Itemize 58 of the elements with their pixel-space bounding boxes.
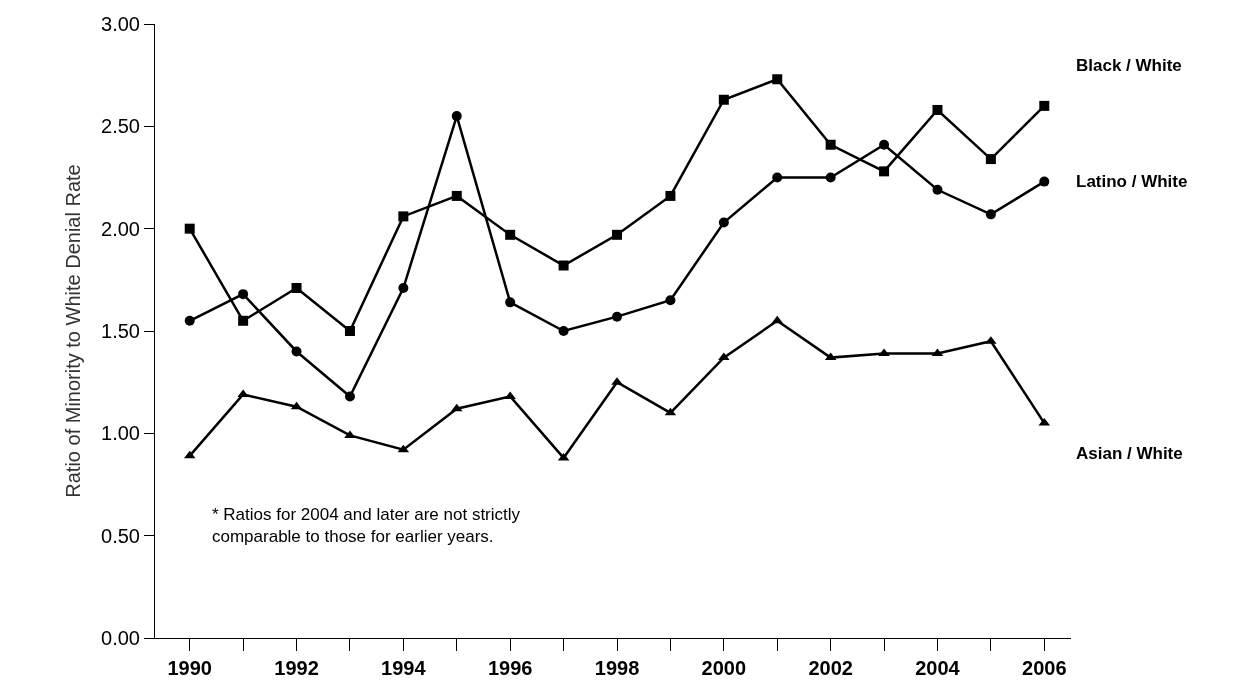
x-tick-label: 1998 xyxy=(594,657,640,679)
point xyxy=(612,311,623,322)
x-tick-label: 2002 xyxy=(808,657,853,679)
point xyxy=(398,211,409,222)
x-tick-label: 1996 xyxy=(487,657,533,679)
point xyxy=(985,209,996,220)
point xyxy=(718,352,730,361)
series-label: Asian / White xyxy=(1076,444,1183,463)
point xyxy=(291,346,302,357)
point xyxy=(291,283,302,294)
point xyxy=(772,172,783,183)
point xyxy=(932,184,943,195)
x-tick-label: 2000 xyxy=(701,657,747,679)
point xyxy=(505,229,516,240)
y-tick-label: 1.00 xyxy=(101,422,140,445)
point xyxy=(451,111,462,122)
x-tick-label: 1994 xyxy=(381,657,427,679)
point xyxy=(238,315,249,326)
point xyxy=(451,190,462,201)
point xyxy=(558,326,569,336)
y-tick-label: 2.50 xyxy=(101,115,140,138)
point xyxy=(505,297,516,308)
point xyxy=(238,289,249,300)
point xyxy=(718,94,729,105)
point xyxy=(612,229,623,240)
point xyxy=(1039,176,1050,187)
point xyxy=(665,295,676,306)
point xyxy=(718,217,729,228)
text: Black / White xyxy=(1076,56,1182,75)
point xyxy=(184,223,195,234)
point xyxy=(184,315,195,326)
point xyxy=(825,139,836,150)
point xyxy=(825,172,836,183)
point xyxy=(1039,100,1050,111)
point xyxy=(344,391,355,402)
annotation: * Ratios for 2004 and later are not strictly comparable to those for earlier years. xyxy=(212,505,521,547)
point xyxy=(398,283,409,294)
point xyxy=(878,348,890,357)
x-tick-label: 2004 xyxy=(915,657,961,679)
point xyxy=(932,104,943,115)
y-tick-label: 2.00 xyxy=(101,217,140,240)
y-tick-label: 0.50 xyxy=(101,524,140,547)
point xyxy=(344,326,355,336)
y-axis-title: Ratio of Minority to White Denial Rate xyxy=(61,164,84,498)
x-tick-label: 1992 xyxy=(274,657,319,679)
point xyxy=(879,166,890,177)
point xyxy=(879,139,890,150)
y-tick-label: 0.00 xyxy=(101,627,140,649)
x-tick-label: 2006 xyxy=(1022,657,1067,679)
point xyxy=(985,154,996,165)
y-tick-label: 3.00 xyxy=(101,13,140,35)
series-label: Latino / White xyxy=(1076,172,1188,191)
point xyxy=(451,403,463,412)
y-tick-label: 1.50 xyxy=(101,320,140,342)
point xyxy=(772,74,783,85)
point xyxy=(665,190,676,201)
x-tick-label: 1990 xyxy=(167,657,212,679)
point xyxy=(558,260,569,271)
